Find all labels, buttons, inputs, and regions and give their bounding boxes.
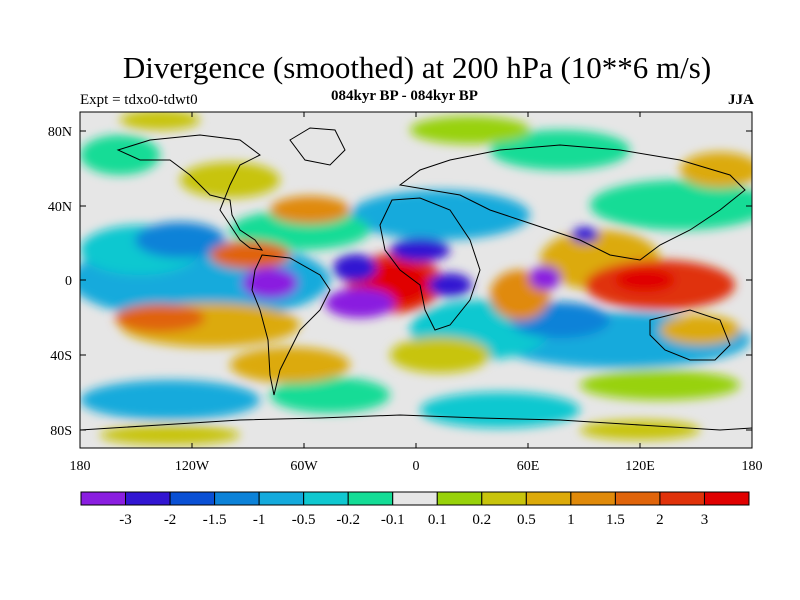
colorbar-label: 3: [701, 512, 709, 528]
eurasia-coast: [398, 144, 746, 261]
colorbar-swatch: [436, 491, 483, 506]
colorbar-swatch: [258, 491, 305, 506]
colorbar-swatch: [659, 491, 705, 506]
colorbar-label: 1.5: [606, 512, 625, 528]
colorbar-swatch: [392, 491, 438, 506]
divergence-shading: [80, 112, 752, 445]
coastlines: [80, 127, 752, 431]
colorbar-label: -2: [164, 512, 177, 528]
colorbar-swatch: [570, 491, 616, 506]
australia-coast: [649, 309, 731, 361]
x-tick-label: 0: [413, 459, 420, 474]
subtitle: 084kyr BP - 084kyr BP: [331, 88, 478, 104]
colorbar-swatch: [347, 491, 394, 506]
experiment-label: Expt = tdxo0-tdwt0: [80, 92, 198, 108]
colorbar-label: 2: [656, 512, 664, 528]
y-tick-label: 0: [65, 274, 72, 289]
x-tick-label: 60W: [290, 459, 318, 474]
colorbar-swatch: [525, 491, 572, 506]
y-tick-label: 80S: [50, 424, 72, 439]
y-tick-label: 40N: [48, 200, 72, 215]
antarctica-coast: [80, 414, 752, 431]
divergence-field: [80, 112, 752, 448]
colorbar-label: 1: [567, 512, 575, 528]
x-tick-label: 120W: [175, 459, 210, 474]
x-tick-label: 60E: [517, 459, 540, 474]
colorbar-label: 0.5: [517, 512, 536, 528]
colorbar-swatch: [214, 491, 260, 506]
x-axis-labels: 180 120W 60W 0 60E 120E 180: [70, 459, 763, 474]
y-axis-labels: 80N 40N 0 40S 80S: [48, 125, 72, 439]
colorbar-label: -1: [253, 512, 266, 528]
colorbar-label: -3: [119, 512, 132, 528]
x-tick-label: 180: [742, 459, 763, 474]
colorbar-label: -0.1: [381, 512, 405, 528]
y-tick-label: 80N: [48, 125, 72, 140]
axis-ticks: [79, 112, 753, 448]
x-tick-label: 120E: [625, 459, 655, 474]
colorbar: -3 -2 -1.5 -1 -0.5 -0.2 -0.1 0.1 0.2 0.5 1 1.5 2 3: [80, 491, 750, 528]
colorbar-swatch: [481, 491, 527, 506]
colorbar-swatch: [125, 491, 171, 506]
south-america-coast: [251, 254, 331, 396]
africa-coast: [379, 197, 481, 331]
colorbar-swatch: [703, 491, 750, 506]
season-label: JJA: [728, 92, 754, 108]
colorbar-label: 0.1: [428, 512, 447, 528]
greenland-coast: [289, 127, 346, 166]
colorbar-swatch: [169, 491, 216, 506]
chart-title: Divergence (smoothed) at 200 hPa (10**6 …: [122, 50, 712, 85]
north-america-coast: [116, 134, 264, 251]
colorbar-label: -0.5: [292, 512, 316, 528]
x-tick-label: 180: [70, 459, 91, 474]
colorbar-swatch: [614, 491, 661, 506]
colorbar-label: 0.2: [472, 512, 491, 528]
y-tick-label: 40S: [50, 349, 72, 364]
colorbar-label: -0.2: [336, 512, 360, 528]
colorbar-label: -1.5: [203, 512, 227, 528]
colorbar-swatch: [303, 491, 349, 506]
colorbar-swatch: [80, 491, 127, 506]
